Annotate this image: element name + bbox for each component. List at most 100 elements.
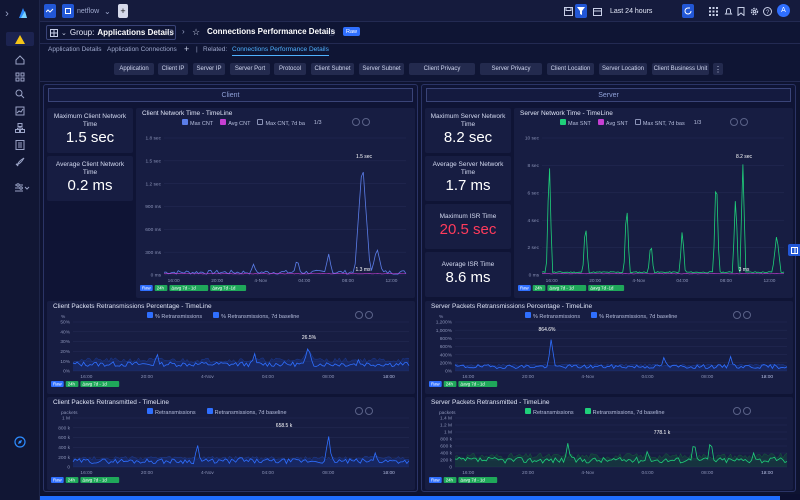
legend-retrans-baseline[interactable]: Retransmissions, 7d baseline [206,408,287,416]
x-tick-label: 08:00 [322,470,334,476]
grid-icon[interactable] [10,69,30,85]
compass-icon[interactable] [10,434,30,450]
retrans-count-baseline [73,455,410,461]
client-retrans-count-panel: Client Packets Retransmitted - TimeLine … [47,397,415,490]
y-tick-label: 400 k [58,445,70,451]
legend-retrans-baseline[interactable]: % Retransmissions, 7d baseline [213,312,299,320]
add-tab-button[interactable]: + [118,4,128,18]
side-panel-toggle-icon[interactable] [788,244,800,256]
retrans-count-baseline-area [73,456,409,467]
tab-divider: | [196,46,198,53]
y-tick-label: 0 ms [529,273,540,279]
y-tick-label: 200 k [440,458,452,464]
y-tick-label: 0% [445,369,453,375]
legend-max-snt-baseline[interactable]: Max SNT, 7d bas [634,119,685,127]
time-tag [65,381,79,387]
legend-retrans[interactable]: Retransmissions [147,408,196,416]
rocket-icon[interactable] [10,154,30,170]
star-icon[interactable]: ☆ [192,27,201,37]
x-tick-label: 20:00 [141,470,153,476]
tab-application-connections[interactable]: Application Connections [107,46,177,53]
x-tick-label: 04:00 [642,374,654,380]
x-tick-label: 08:00 [342,278,354,284]
apps-grid-icon[interactable] [709,4,718,18]
y-axis-unit: packets [439,410,456,416]
legend-avg-cnt[interactable]: Avg CNT [220,119,250,127]
time-tag [429,477,442,483]
y-tick-label: 1.2 sec [146,181,162,187]
filter-server-port[interactable]: Server Port [230,63,270,75]
filter-server-location[interactable]: Server Location [599,63,647,75]
hierarchy-icon[interactable] [10,120,30,136]
filter-server-ip[interactable]: Server IP [193,63,225,75]
bookmark-icon[interactable] [737,4,745,18]
activity-icon[interactable] [44,4,56,18]
bottom-scrollbar[interactable] [40,494,800,500]
filter-client-subnet[interactable]: Client Subnet [311,63,354,75]
app-name[interactable]: netflow [77,7,100,15]
filter-client-location[interactable]: Client Location [547,63,594,75]
legend-retrans[interactable]: Retransmissions [525,408,574,416]
all-toggle-icon [352,118,360,126]
filter-server-subnet[interactable]: Server Subnet [359,63,404,75]
filter-icon[interactable] [575,4,587,18]
peak-label: 8.2 sec [736,154,753,160]
legend-avg-snt[interactable]: Avg SNT [597,119,628,127]
legend-max-cnt[interactable]: Max CNT [182,119,213,127]
filter-client-privacy[interactable]: Client Privacy [409,63,475,75]
y-tick-label: 2 sec [528,245,540,251]
chart-icon[interactable] [10,103,30,119]
x-tick-label: 04:00 [262,374,274,380]
notification-bell-icon[interactable] [724,4,733,18]
list-icon[interactable] [10,137,30,153]
group-selector[interactable]: ⌄ Group: Applications Details [46,25,176,40]
legend-max-snt[interactable]: Max SNT [560,119,591,127]
filter-client-ip[interactable]: Client IP [158,63,188,75]
kpi-avg-server-network-time: Average Server Network Time 1.7 ms [425,156,511,201]
bh-toggle-icon [740,118,748,126]
calendar-icon[interactable] [593,4,602,18]
time-tag-label: 24h [157,286,165,291]
legend-pager[interactable]: 1/3 [313,120,322,126]
gear-icon[interactable] [750,4,759,18]
chevron-down-icon[interactable]: ⌄ [104,6,111,16]
info-icon[interactable]: ⓘ [328,30,335,37]
home-icon[interactable] [10,52,30,68]
refresh-icon[interactable] [682,4,694,18]
app-tile-icon[interactable] [62,4,74,18]
timeframe-selector[interactable]: Last 24 hours [610,7,653,15]
more-icon[interactable]: ⋮ [713,63,723,75]
y-tick-label: 1.5 sec [146,158,162,164]
legend-retrans[interactable]: % Retransmissions [147,312,202,320]
legend-retrans-baseline[interactable]: Retransmissions, 7d baseline [584,408,665,416]
filter-server-privacy[interactable]: Server Privacy [480,63,542,75]
search-icon[interactable] [10,86,30,102]
legend-pager[interactable]: 1/3 [693,120,702,126]
legend-label: Max SNT [568,121,591,127]
legend-retrans[interactable]: % Retransmissions [525,312,580,320]
info-icon[interactable]: ⓘ [167,30,174,37]
add-tab-button[interactable]: + [184,44,190,54]
svg-text:?: ? [766,10,770,16]
logo-icon[interactable] [14,5,32,21]
scrollbar-thumb[interactable] [40,496,780,500]
filter-client-business-unit[interactable]: Client Business Unit [652,63,709,75]
legend-label: Avg CNT [228,121,251,127]
filter-application[interactable]: Application [114,63,154,75]
tab-application-details[interactable]: Application Details [48,46,102,53]
avatar[interactable]: A [777,4,790,17]
tab-connections-performance-details[interactable]: Connections Performance Details [232,46,329,56]
legend-max-cnt-baseline[interactable]: Max CNT, 7d ba [257,119,305,127]
x-tick-label: 08:00 [720,278,732,284]
x-tick-label: 20:00 [522,470,534,476]
expand-icon[interactable]: › [5,8,9,20]
legend-retrans-baseline[interactable]: % Retransmissions, 7d baseline [591,312,677,320]
filter-protocol[interactable]: Protocol [274,63,306,75]
y-tick-label: 10% [60,359,70,365]
x-tick-label: 08:00 [322,374,334,380]
help-icon[interactable]: ? [763,4,772,18]
warning-icon[interactable] [6,32,34,46]
settings-icon[interactable] [10,180,34,196]
save-icon[interactable] [564,4,573,18]
panel-title: Server Packets Retransmitted - TimeLine [431,399,550,406]
